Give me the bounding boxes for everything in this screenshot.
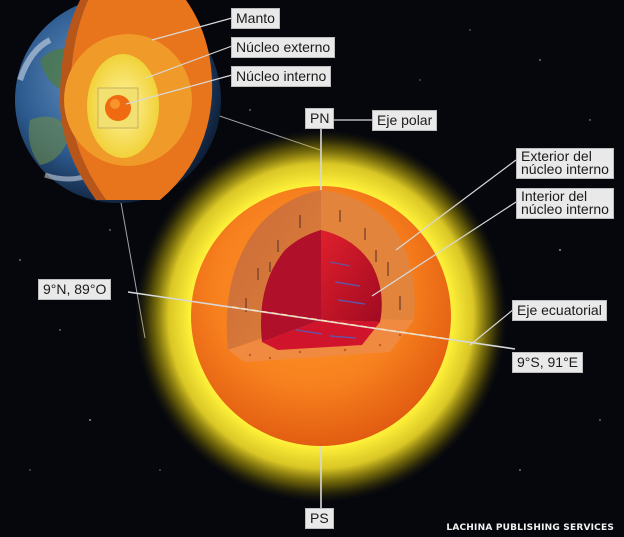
label-north-pole: PN [305,108,335,129]
label-south-pole: PS [305,508,334,529]
label-interior-line1: Interior del [521,188,588,204]
label-nucleo-interno: Núcleo interno [231,66,332,87]
label-coord-west: 9°N, 89°O [38,279,112,300]
label-interior-nucleo-interno: Interior del núcleo interno [516,188,614,219]
equatorial-axis-inside [231,306,449,340]
label-interior-line2: núcleo interno [521,201,609,217]
label-eje-ecuatorial: Eje ecuatorial [512,300,607,321]
label-nucleo-externo: Núcleo externo [231,37,336,58]
label-manto: Manto [231,8,280,29]
leader-lines [125,17,517,346]
label-exterior-line1: Exterior del [521,148,592,164]
label-exterior-line2: núcleo interno [521,161,609,177]
credit-text: LACHINA PUBLISHING SERVICES [446,523,614,533]
inner-core-cutaway [135,130,507,502]
label-eje-polar: Eje polar [372,110,438,131]
star-field [19,29,601,471]
label-coord-east: 9°S, 91°E [512,352,584,373]
earth-globe [15,0,221,203]
label-exterior-nucleo-interno: Exterior del núcleo interno [516,148,614,179]
